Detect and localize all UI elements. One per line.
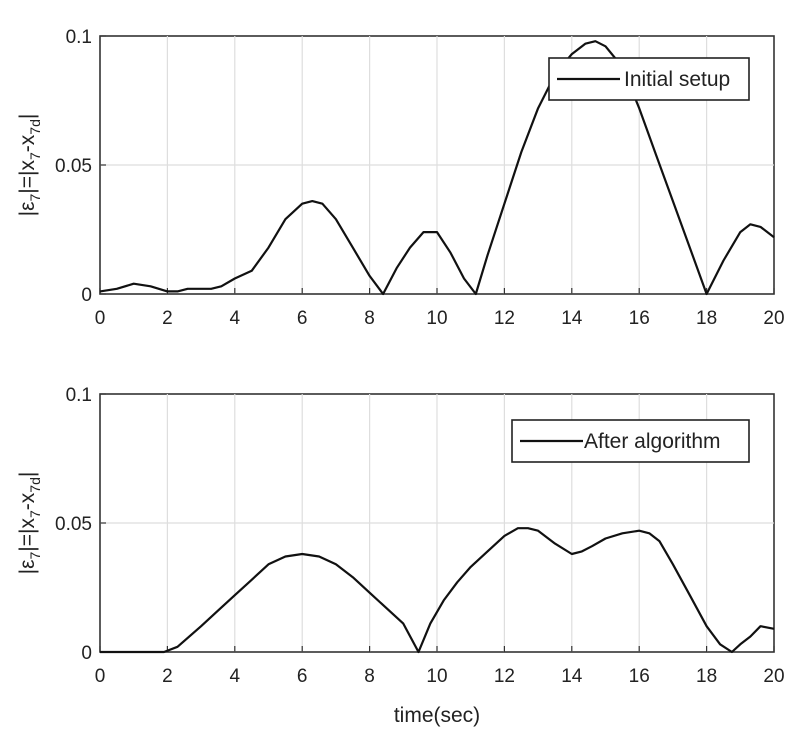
x-tick-label: 8: [364, 308, 375, 329]
x-tick-label: 14: [561, 666, 583, 687]
x-tick-label: 10: [426, 308, 447, 329]
y-tick-label: 0.1: [66, 385, 92, 406]
x-tick-label: 14: [561, 308, 583, 329]
y-tick-label: 0: [81, 285, 92, 306]
x-tick-label: 6: [297, 666, 308, 687]
x-tick-label: 12: [494, 666, 515, 687]
x-tick-label: 2: [162, 308, 173, 329]
legend-label: After algorithm: [584, 430, 721, 453]
y-tick-label: 0.05: [55, 156, 92, 177]
x-tick-label: 0: [95, 308, 106, 329]
x-tick-label: 16: [629, 666, 650, 687]
x-tick-label: 20: [763, 308, 784, 329]
y-tick-label: 0.05: [55, 514, 92, 535]
legend-label: Initial setup: [624, 68, 730, 91]
x-axis-label: time(sec): [394, 704, 480, 727]
legend: Initial setup: [548, 57, 750, 101]
x-tick-label: 10: [426, 666, 447, 687]
x-tick-label: 18: [696, 308, 717, 329]
x-tick-label: 20: [763, 666, 784, 687]
legend: After algorithm: [511, 419, 750, 463]
x-tick-label: 12: [494, 308, 515, 329]
x-tick-label: 2: [162, 666, 173, 687]
series-line-initial-setup: [99, 40, 775, 296]
y-tick-label: 0.1: [66, 27, 92, 48]
x-tick-label: 4: [230, 308, 241, 329]
series-line-after-algorithm: [100, 527, 775, 654]
y-tick-label: 0: [81, 643, 92, 664]
x-tick-label: 4: [230, 666, 241, 687]
x-tick-label: 0: [95, 666, 106, 687]
x-tick-label: 8: [364, 666, 375, 687]
y-axis-label: |ε7|=|x7-x7d|: [16, 472, 43, 575]
tick-labels: 0 2 4 6 8 10 12 14 16 18 20 0 0.05 0.1: [55, 385, 785, 687]
x-tick-label: 6: [297, 308, 308, 329]
x-tick-label: 18: [696, 666, 717, 687]
y-axis-label: |ε7|=|x7-x7d|: [16, 114, 43, 217]
tick-labels: 0 2 4 6 8 10 12 14 16 18 20 0 0.05 0.1: [55, 27, 785, 329]
x-tick-label: 16: [629, 308, 650, 329]
